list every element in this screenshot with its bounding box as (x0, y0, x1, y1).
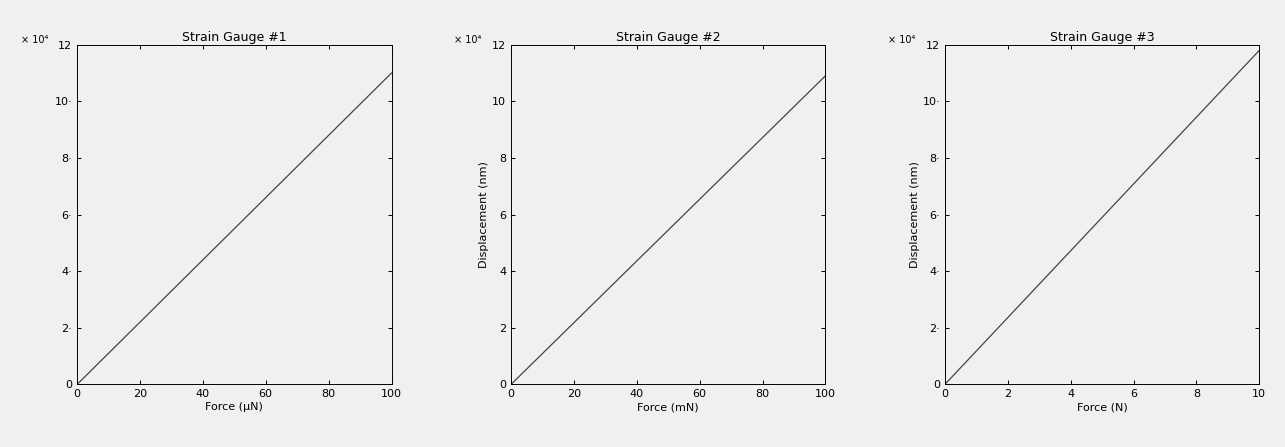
Title: Strain Gauge #1: Strain Gauge #1 (182, 30, 287, 43)
X-axis label: Force (N): Force (N) (1077, 402, 1127, 412)
Title: Strain Gauge #3: Strain Gauge #3 (1050, 30, 1154, 43)
Title: Strain Gauge #2: Strain Gauge #2 (616, 30, 721, 43)
Y-axis label: Displacement (nm): Displacement (nm) (910, 161, 920, 268)
X-axis label: Force (mN): Force (mN) (637, 402, 699, 412)
Text: × 10⁴: × 10⁴ (888, 35, 916, 45)
Text: × 10⁴: × 10⁴ (455, 35, 482, 45)
Text: × 10⁴: × 10⁴ (21, 35, 48, 45)
Y-axis label: Displacement (nm): Displacement (nm) (479, 161, 490, 268)
X-axis label: Force (μN): Force (μN) (206, 402, 263, 412)
